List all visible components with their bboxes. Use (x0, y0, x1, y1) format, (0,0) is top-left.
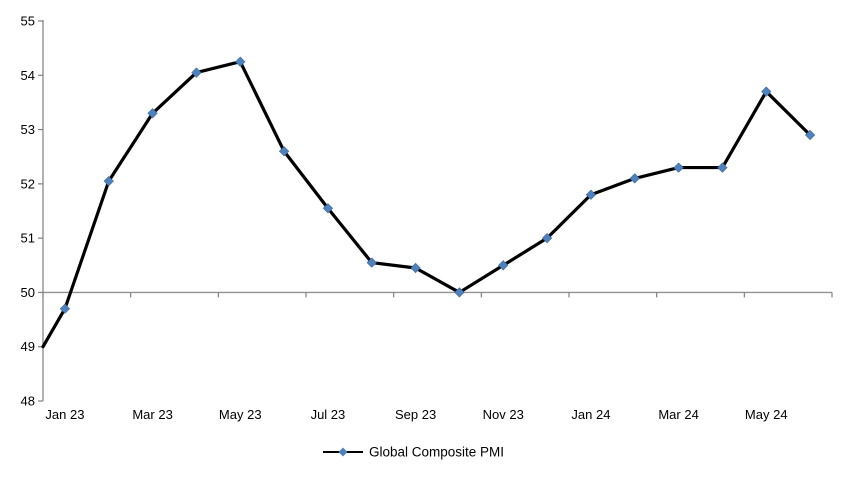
y-tick-label: 50 (21, 285, 35, 300)
data-point-marker (629, 173, 640, 184)
data-point-marker (366, 257, 377, 268)
x-tick-label: Jan 23 (45, 407, 84, 422)
legend-diamond-marker-icon (338, 447, 348, 457)
data-point-marker (804, 129, 816, 141)
x-tick-label: Jan 24 (571, 407, 610, 422)
data-point-marker (454, 287, 465, 298)
legend-label: Global Composite PMI (369, 445, 504, 460)
data-point-marker (278, 146, 290, 157)
data-point-marker (761, 86, 772, 97)
x-tick-label: Sep 23 (395, 407, 436, 422)
pmi-series-line (41, 60, 812, 349)
data-point-marker (147, 108, 158, 119)
y-axis: 48 49 50 51 52 53 54 55 (21, 14, 44, 409)
x-tick-label: Mar 23 (132, 407, 172, 422)
data-point-marker (541, 233, 553, 244)
data-point-marker (498, 260, 509, 271)
x-tick-label: Mar 24 (658, 407, 698, 422)
data-point-marker (410, 262, 421, 274)
legend: Global Composite PMI (323, 445, 504, 460)
data-point-marker (585, 189, 597, 200)
y-tick-label: 52 (21, 176, 35, 191)
data-point-marker (191, 67, 202, 78)
y-tick-label: 54 (21, 68, 35, 83)
data-point-marker (235, 56, 246, 67)
y-tick-label: 53 (21, 122, 35, 137)
data-point-marker (103, 176, 114, 187)
data-point-marker (59, 303, 71, 314)
x-tick-label: May 24 (745, 407, 788, 422)
y-tick-label: 51 (21, 231, 35, 246)
data-point-marker (717, 162, 728, 173)
data-point-marker (673, 162, 684, 173)
x-tick-label: Jul 23 (311, 407, 346, 422)
data-point-marker (322, 203, 334, 214)
x-tick-label: Nov 23 (483, 407, 524, 422)
series-global-composite-pmi (41, 56, 816, 349)
y-tick-label: 48 (21, 394, 35, 409)
x-axis: Jan 23 Mar 23 May 23 Jul 23 Sep 23 Nov 23 Jan … (42, 292, 833, 422)
x-tick-label: May 23 (219, 407, 262, 422)
y-tick-label: 49 (21, 339, 35, 354)
y-tick-label: 55 (21, 14, 35, 29)
